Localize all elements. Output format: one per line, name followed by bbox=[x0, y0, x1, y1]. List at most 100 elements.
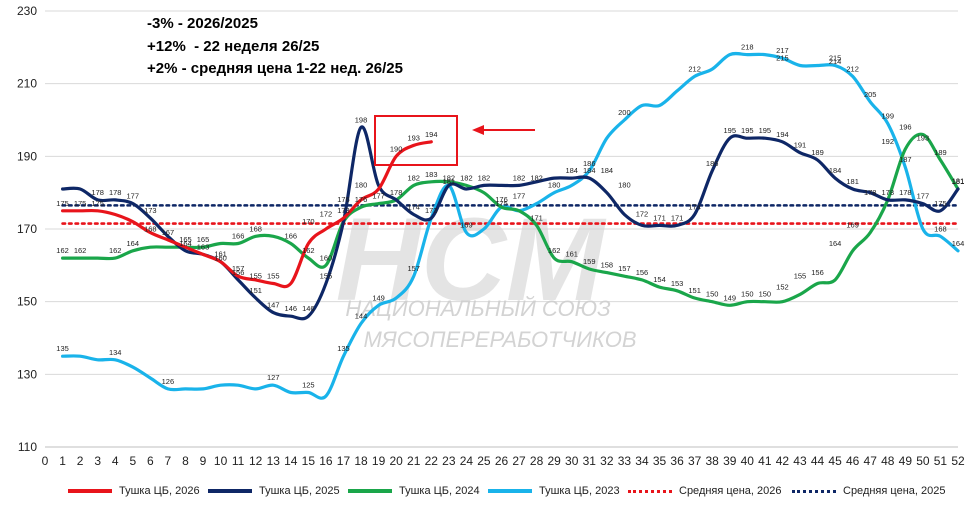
data-label: 162 bbox=[56, 246, 69, 255]
annotation-line-3: +2% - средняя цена 1-22 нед. 26/25 bbox=[147, 60, 403, 77]
data-label: 152 bbox=[776, 282, 789, 291]
data-label: 177 bbox=[917, 192, 930, 201]
x-tick-label: 44 bbox=[811, 454, 825, 468]
x-tick-label: 33 bbox=[618, 454, 632, 468]
data-label: 217 bbox=[776, 46, 789, 55]
data-label: 184 bbox=[565, 166, 578, 175]
data-label: 182 bbox=[407, 173, 420, 182]
x-tick-label: 3 bbox=[94, 454, 101, 468]
data-label: 150 bbox=[706, 290, 719, 299]
series-lines bbox=[61, 51, 960, 400]
data-label: 180 bbox=[548, 181, 561, 190]
highlight-box bbox=[374, 115, 458, 166]
data-label: 193 bbox=[917, 133, 930, 142]
legend-label: Тушка ЦБ, 2026 bbox=[119, 485, 200, 497]
x-tick-label: 6 bbox=[147, 454, 154, 468]
watermark: НСМ НАЦИОНАЛЬНЫЙ СОЮЗ МЯСОПЕРЕРАБОТЧИКОВ bbox=[336, 194, 637, 352]
x-tick-label: 31 bbox=[583, 454, 597, 468]
data-label: 194 bbox=[776, 130, 789, 139]
data-label: 215 bbox=[776, 54, 789, 63]
data-label: 176 bbox=[337, 195, 350, 204]
data-label: 172 bbox=[636, 210, 649, 219]
x-tick-label: 51 bbox=[934, 454, 948, 468]
x-tick-label: 50 bbox=[916, 454, 930, 468]
data-label: 178 bbox=[864, 188, 877, 197]
data-label: 126 bbox=[162, 377, 175, 386]
legend-swatch bbox=[792, 489, 836, 493]
data-label: 157 bbox=[618, 264, 631, 273]
data-label: 146 bbox=[302, 304, 315, 313]
y-tick-label: 230 bbox=[17, 4, 37, 18]
data-label: 173 bbox=[425, 206, 438, 215]
highlight-arrow bbox=[472, 125, 535, 135]
series-line-0 bbox=[61, 140, 433, 289]
data-label: 180 bbox=[618, 181, 631, 190]
data-label: 146 bbox=[285, 304, 298, 313]
x-tick-label: 25 bbox=[477, 454, 491, 468]
x-tick-label: 49 bbox=[899, 454, 913, 468]
x-tick-label: 37 bbox=[688, 454, 702, 468]
legend-label: Тушка ЦБ, 2023 bbox=[539, 485, 620, 497]
annotation-line-1: -3% - 2026/2025 bbox=[147, 15, 258, 32]
x-tick-label: 0 bbox=[42, 454, 49, 468]
x-tick-label: 17 bbox=[337, 454, 351, 468]
data-label: 168 bbox=[934, 224, 947, 233]
legend-label: Тушка ЦБ, 2024 bbox=[399, 485, 480, 497]
x-tick-label: 40 bbox=[741, 454, 755, 468]
legend-swatch bbox=[488, 489, 532, 493]
x-tick-label: 10 bbox=[214, 454, 228, 468]
data-label: 173 bbox=[337, 206, 350, 215]
legend-item-avg-2025: Средняя цена, 2025 bbox=[792, 485, 945, 497]
data-label: 170 bbox=[302, 217, 315, 226]
x-tick-label: 21 bbox=[407, 454, 421, 468]
data-label: 162 bbox=[74, 246, 87, 255]
data-label: 165 bbox=[197, 235, 210, 244]
legend-swatch bbox=[68, 489, 112, 493]
x-tick-label: 23 bbox=[442, 454, 456, 468]
watermark-line2: МЯСОПЕРЕРАБОТЧИКОВ bbox=[363, 327, 636, 352]
data-label: 165 bbox=[179, 235, 192, 244]
data-label: 178 bbox=[91, 188, 104, 197]
data-label: 156 bbox=[636, 268, 649, 277]
data-label: 150 bbox=[741, 290, 754, 299]
data-label: 182 bbox=[460, 173, 473, 182]
x-tick-label: 35 bbox=[653, 454, 667, 468]
y-tick-label: 110 bbox=[18, 440, 37, 454]
x-tick-label: 13 bbox=[267, 454, 281, 468]
data-label: 167 bbox=[162, 228, 175, 237]
data-label: 184 bbox=[829, 166, 842, 175]
data-label: 166 bbox=[232, 232, 245, 241]
x-tick-label: 34 bbox=[635, 454, 649, 468]
data-label: 195 bbox=[723, 126, 736, 135]
x-tick-label: 22 bbox=[425, 454, 439, 468]
x-tick-label: 18 bbox=[354, 454, 368, 468]
legend-label: Средняя цена, 2025 bbox=[843, 485, 946, 497]
data-label: 182 bbox=[530, 173, 543, 182]
data-label: 174 bbox=[407, 202, 420, 211]
data-label: 169 bbox=[846, 221, 859, 230]
x-tick-label: 30 bbox=[565, 454, 579, 468]
data-label: 178 bbox=[882, 188, 895, 197]
y-tick-label: 150 bbox=[17, 295, 37, 309]
data-label: 151 bbox=[688, 286, 701, 295]
data-label: 195 bbox=[741, 126, 754, 135]
data-label: 192 bbox=[882, 137, 895, 146]
x-tick-label: 1 bbox=[59, 454, 66, 468]
data-label: 125 bbox=[302, 381, 315, 390]
data-label: 177 bbox=[372, 192, 385, 201]
legend-item-2024: Тушка ЦБ, 2024 bbox=[348, 485, 480, 497]
data-label: 160 bbox=[214, 253, 227, 262]
data-label: 164 bbox=[179, 239, 192, 248]
data-label: 168 bbox=[249, 224, 262, 233]
data-label: 161 bbox=[214, 250, 227, 259]
legend-swatch bbox=[628, 489, 672, 493]
x-tick-label: 47 bbox=[864, 454, 878, 468]
x-tick-label: 32 bbox=[600, 454, 614, 468]
x-tick-label: 43 bbox=[793, 454, 807, 468]
data-label: 184 bbox=[583, 166, 596, 175]
data-label: 150 bbox=[759, 290, 772, 299]
data-label: 175 bbox=[56, 199, 69, 208]
x-tick-label: 19 bbox=[372, 454, 386, 468]
data-label: 186 bbox=[706, 159, 719, 168]
data-label: 180 bbox=[355, 181, 368, 190]
